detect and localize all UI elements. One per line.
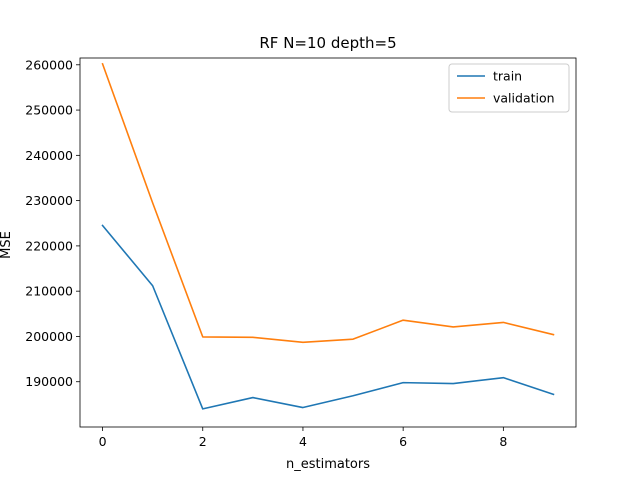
y-tick-label: 200000	[25, 329, 73, 344]
x-tick-label: 6	[399, 434, 407, 449]
x-tick-label: 2	[199, 434, 207, 449]
legend-label-validation: validation	[493, 91, 555, 106]
series-line-train	[101, 224, 555, 410]
plot-area	[79, 57, 577, 428]
y-tick-label: 250000	[25, 103, 73, 118]
legend-label-train: train	[493, 69, 522, 84]
y-tick-label: 190000	[25, 374, 73, 389]
x-axis: 0 2 4 6 8	[99, 427, 507, 449]
legend: train validation	[448, 63, 570, 113]
x-axis-label: n_estimators	[286, 457, 370, 472]
y-axis-label: MSE	[0, 231, 14, 259]
y-tick-label: 210000	[25, 284, 73, 299]
chart-title: RF N=10 depth=5	[259, 34, 396, 52]
plot-frame	[79, 57, 577, 428]
x-tick-label: 8	[499, 434, 507, 449]
y-tick-label: 230000	[25, 193, 73, 208]
x-tick-label: 0	[99, 434, 107, 449]
y-tick-label: 240000	[25, 148, 73, 163]
y-tick-label: 260000	[25, 57, 73, 72]
series-line-validation	[101, 62, 555, 344]
x-tick-label: 4	[299, 434, 307, 449]
y-tick-label: 220000	[25, 238, 73, 253]
y-axis: 190000 200000 210000 220000 230000 240000 2500…	[25, 57, 80, 389]
